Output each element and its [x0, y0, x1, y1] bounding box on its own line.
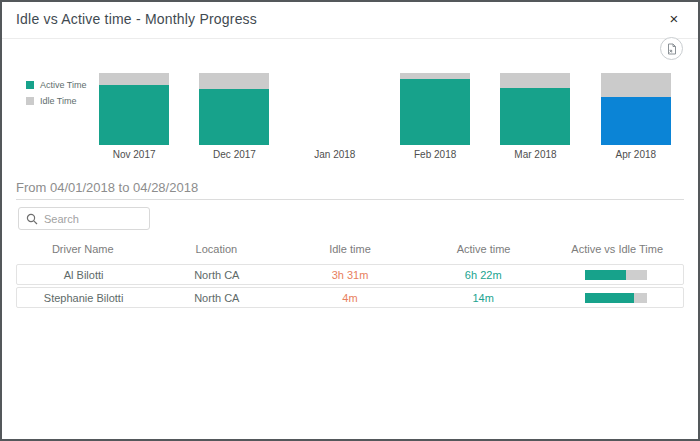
idle-time-segment: [99, 73, 169, 85]
active-time-segment: [199, 89, 269, 145]
chart-x-axis: Nov 2017 Dec 2017 Jan 2018 Feb 2018 Mar …: [84, 149, 686, 160]
idle-active-modal: Idle vs Active time - Monthly Progress ×…: [0, 0, 700, 441]
month-label: Jan 2018: [285, 149, 385, 160]
search-box: [18, 207, 150, 230]
bar-slot-apr-2018[interactable]: [586, 73, 686, 145]
page-title: Idle vs Active time - Monthly Progress: [16, 11, 257, 27]
month-label: Feb 2018: [385, 149, 485, 160]
month-bar: [199, 73, 269, 145]
active-time-segment: [500, 88, 570, 145]
progress-bar-track: [585, 293, 647, 303]
close-icon: ×: [670, 10, 679, 27]
month-label: Nov 2017: [84, 149, 184, 160]
bar-slot-nov-2017[interactable]: [84, 73, 184, 145]
legend-item-active[interactable]: Active Time: [26, 80, 87, 90]
month-bar: [99, 73, 169, 145]
active-time-cell: 6h 22m: [417, 269, 550, 281]
active-time-segment: [99, 85, 169, 145]
idle-time-segment: [199, 73, 269, 89]
column-header-location[interactable]: Location: [150, 243, 284, 255]
search-input[interactable]: [44, 213, 142, 225]
driver-name-cell: Stephanie Bilotti: [17, 292, 150, 304]
month-label: Mar 2018: [485, 149, 585, 160]
month-bar: [601, 73, 671, 145]
location-cell: North CA: [150, 269, 283, 281]
column-header-idle-time[interactable]: Idle time: [283, 243, 417, 255]
date-range-label: From 04/01/2018 to 04/28/2018: [16, 180, 198, 195]
table-header-row: Driver Name Location Idle time Active ti…: [16, 243, 684, 255]
idle-time-swatch: [26, 97, 34, 105]
column-header-driver-name[interactable]: Driver Name: [16, 243, 150, 255]
legend-item-idle[interactable]: Idle Time: [26, 96, 87, 106]
active-time-cell: 14m: [417, 292, 550, 304]
export-button[interactable]: [660, 37, 683, 60]
idle-time-cell: 4m: [283, 292, 416, 304]
bar-slot-jan-2018[interactable]: [285, 73, 385, 145]
month-label: Apr 2018: [586, 149, 686, 160]
export-document-icon: [666, 43, 677, 55]
active-vs-idle-cell: [550, 293, 683, 303]
active-time-swatch: [26, 81, 34, 89]
close-button[interactable]: ×: [664, 9, 684, 29]
bar-slot-feb-2018[interactable]: [385, 73, 485, 145]
active-time-segment: [601, 97, 671, 145]
active-vs-idle-cell: [550, 270, 683, 280]
bar-slot-mar-2018[interactable]: [485, 73, 585, 145]
table-row[interactable]: Stephanie Bilotti North CA 4m 14m: [16, 287, 684, 308]
chart-legend: Active Time Idle Time: [26, 80, 87, 112]
table-row[interactable]: Al Bilotti North CA 3h 31m 6h 22m: [16, 264, 684, 285]
section-divider: [16, 199, 684, 200]
stacked-bar-chart: [84, 73, 686, 145]
progress-bar-track: [585, 270, 647, 280]
legend-label: Idle Time: [40, 96, 77, 106]
month-label: Dec 2017: [184, 149, 284, 160]
search-icon: [26, 213, 38, 225]
month-bar: [500, 73, 570, 145]
column-header-active-time[interactable]: Active time: [417, 243, 551, 255]
month-bar: [400, 73, 470, 145]
driver-name-cell: Al Bilotti: [17, 269, 150, 281]
idle-time-cell: 3h 31m: [283, 269, 416, 281]
idle-time-segment: [601, 73, 671, 97]
legend-label: Active Time: [40, 80, 87, 90]
progress-bar-fill: [585, 293, 633, 303]
bar-slot-dec-2017[interactable]: [184, 73, 284, 145]
column-header-active-vs-idle[interactable]: Active vs Idle Time: [550, 243, 684, 255]
location-cell: North CA: [150, 292, 283, 304]
active-time-segment: [400, 79, 470, 145]
progress-bar-fill: [585, 270, 625, 280]
header-divider: [2, 38, 698, 39]
idle-time-segment: [500, 73, 570, 88]
